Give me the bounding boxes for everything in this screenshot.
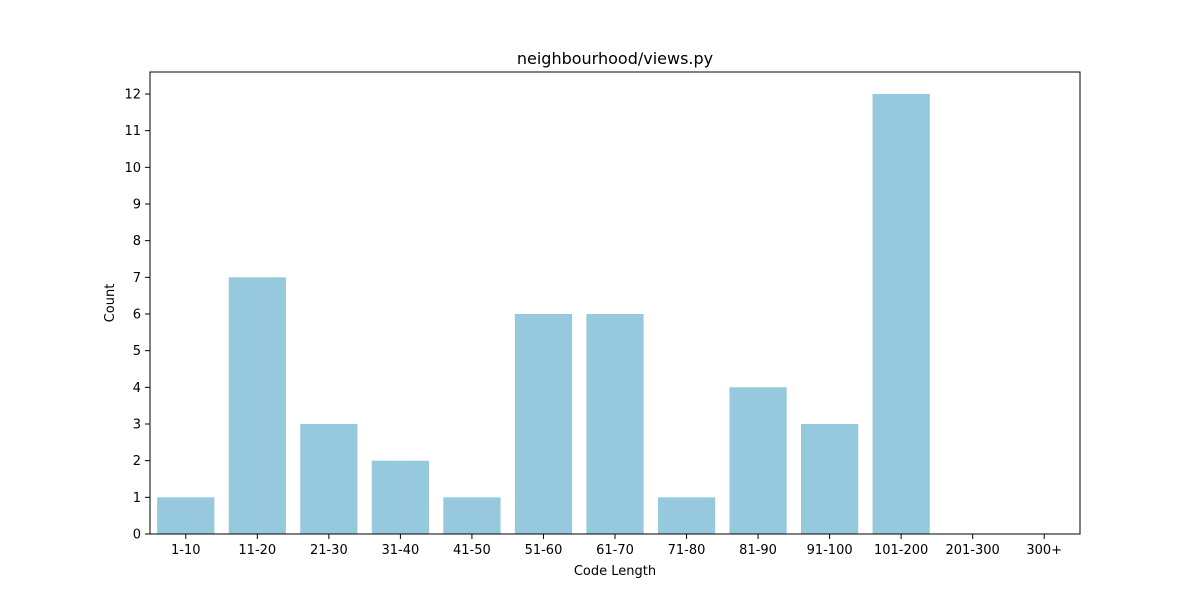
bar-1-10 (157, 497, 215, 534)
bar-61-70 (586, 314, 644, 534)
bars-group (157, 94, 930, 534)
y-tick-label: 12 (124, 88, 141, 103)
x-tick-label: 91-100 (807, 543, 853, 558)
y-tick-label: 11 (124, 124, 141, 139)
x-axis: 1-10 11-20 21-30 31-40 41-50 51-60 61-70 71-80 8… (171, 534, 1062, 558)
bar-11-20 (228, 277, 286, 534)
x-tick-label: 41-50 (453, 543, 491, 558)
y-tick-label: 1 (133, 491, 141, 506)
bar-101-200 (872, 94, 930, 534)
y-axis-label: Count (103, 284, 118, 323)
y-tick-label: 5 (133, 344, 141, 359)
bar-51-60 (514, 314, 573, 534)
y-tick-label: 4 (133, 381, 141, 396)
bar-41-50 (443, 497, 501, 534)
bar-21-30 (300, 424, 358, 534)
bar-81-90 (729, 387, 787, 534)
bar-91-100 (801, 424, 859, 534)
x-tick-label: 300+ (1026, 543, 1062, 558)
bar-31-40 (371, 460, 429, 534)
y-tick-label: 10 (124, 161, 141, 176)
x-tick-label: 31-40 (381, 543, 419, 558)
plot-frame (149, 71, 1081, 535)
x-tick-label: 101-200 (874, 543, 928, 558)
y-tick-label: 3 (133, 418, 141, 433)
bar-71-80 (657, 497, 716, 534)
y-tick-label: 7 (133, 271, 141, 286)
y-tick-label: 6 (133, 308, 141, 323)
y-tick-label: 0 (133, 528, 141, 543)
y-tick-label: 2 (133, 454, 141, 469)
x-tick-label: 21-30 (310, 543, 348, 558)
x-tick-label: 51-60 (525, 543, 563, 558)
x-tick-label: 11-20 (238, 543, 276, 558)
x-tick-label: 61-70 (596, 543, 634, 558)
x-tick-label: 201-300 (946, 543, 1000, 558)
chart-title: neighbourhood/views.py (517, 49, 713, 68)
x-axis-label: Code Length (574, 564, 656, 579)
x-tick-label: 1-10 (171, 543, 201, 558)
y-tick-label: 8 (133, 234, 141, 249)
x-tick-label: 81-90 (739, 543, 777, 558)
x-tick-label: 71-80 (668, 543, 706, 558)
y-tick-label: 9 (133, 198, 141, 213)
